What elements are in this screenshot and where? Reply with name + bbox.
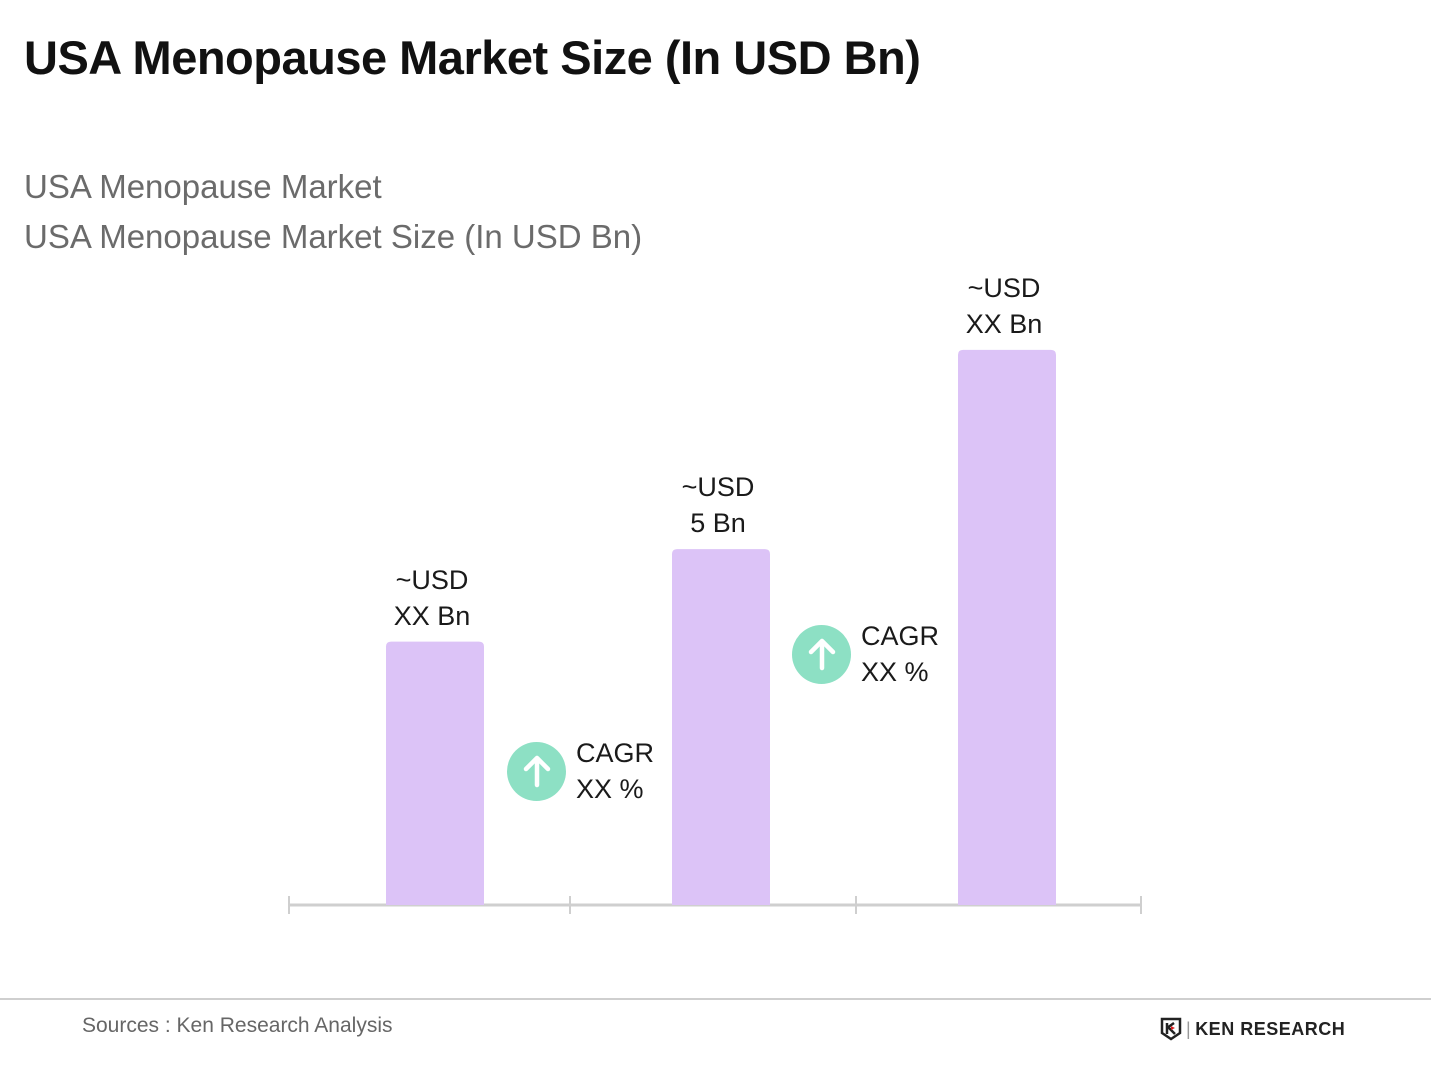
bar-data-label: ~USD 5 Bn <box>638 469 798 541</box>
cagr-annotation: CAGR XX % <box>507 735 654 807</box>
logo-text: KEN RESEARCH <box>1195 1018 1346 1039</box>
bar-label-line1: ~USD <box>967 272 1041 303</box>
bar-data-label: ~USD XX Bn <box>924 270 1084 342</box>
bar-label-line1: ~USD <box>681 472 755 503</box>
page-title: USA Menopause Market Size (In USD Bn) <box>24 31 921 84</box>
bar-label-line2: XX Bn <box>393 600 471 631</box>
bar <box>958 349 1056 906</box>
arrow-up-icon <box>507 741 566 801</box>
cagr-annotation: CAGR XX % <box>792 618 939 690</box>
footer-divider <box>0 998 1431 1000</box>
ken-research-logo: | KEN RESEARCH <box>1160 1017 1345 1041</box>
bar <box>672 549 770 905</box>
cagr-value: XX % <box>861 657 929 687</box>
chart-subtitle: USA Menopause Market <box>24 168 382 205</box>
bar-label-line2: 5 Bn <box>690 508 746 539</box>
bar-label-line2: XX Bn <box>965 308 1043 339</box>
chart-subtitle-2: USA Menopause Market Size (In USD Bn) <box>24 218 643 255</box>
logo-shield-icon <box>1160 1017 1182 1041</box>
bar-data-label: ~USD XX Bn <box>352 562 512 634</box>
cagr-value: XX % <box>576 774 644 804</box>
source-text: Sources : Ken Research Analysis <box>82 1014 393 1037</box>
bar <box>386 641 484 905</box>
bar-chart <box>288 349 1142 914</box>
cagr-label: CAGR <box>576 738 655 768</box>
arrow-up-icon <box>792 624 851 684</box>
bar-label-line1: ~USD <box>395 564 469 595</box>
cagr-label: CAGR <box>861 621 940 651</box>
